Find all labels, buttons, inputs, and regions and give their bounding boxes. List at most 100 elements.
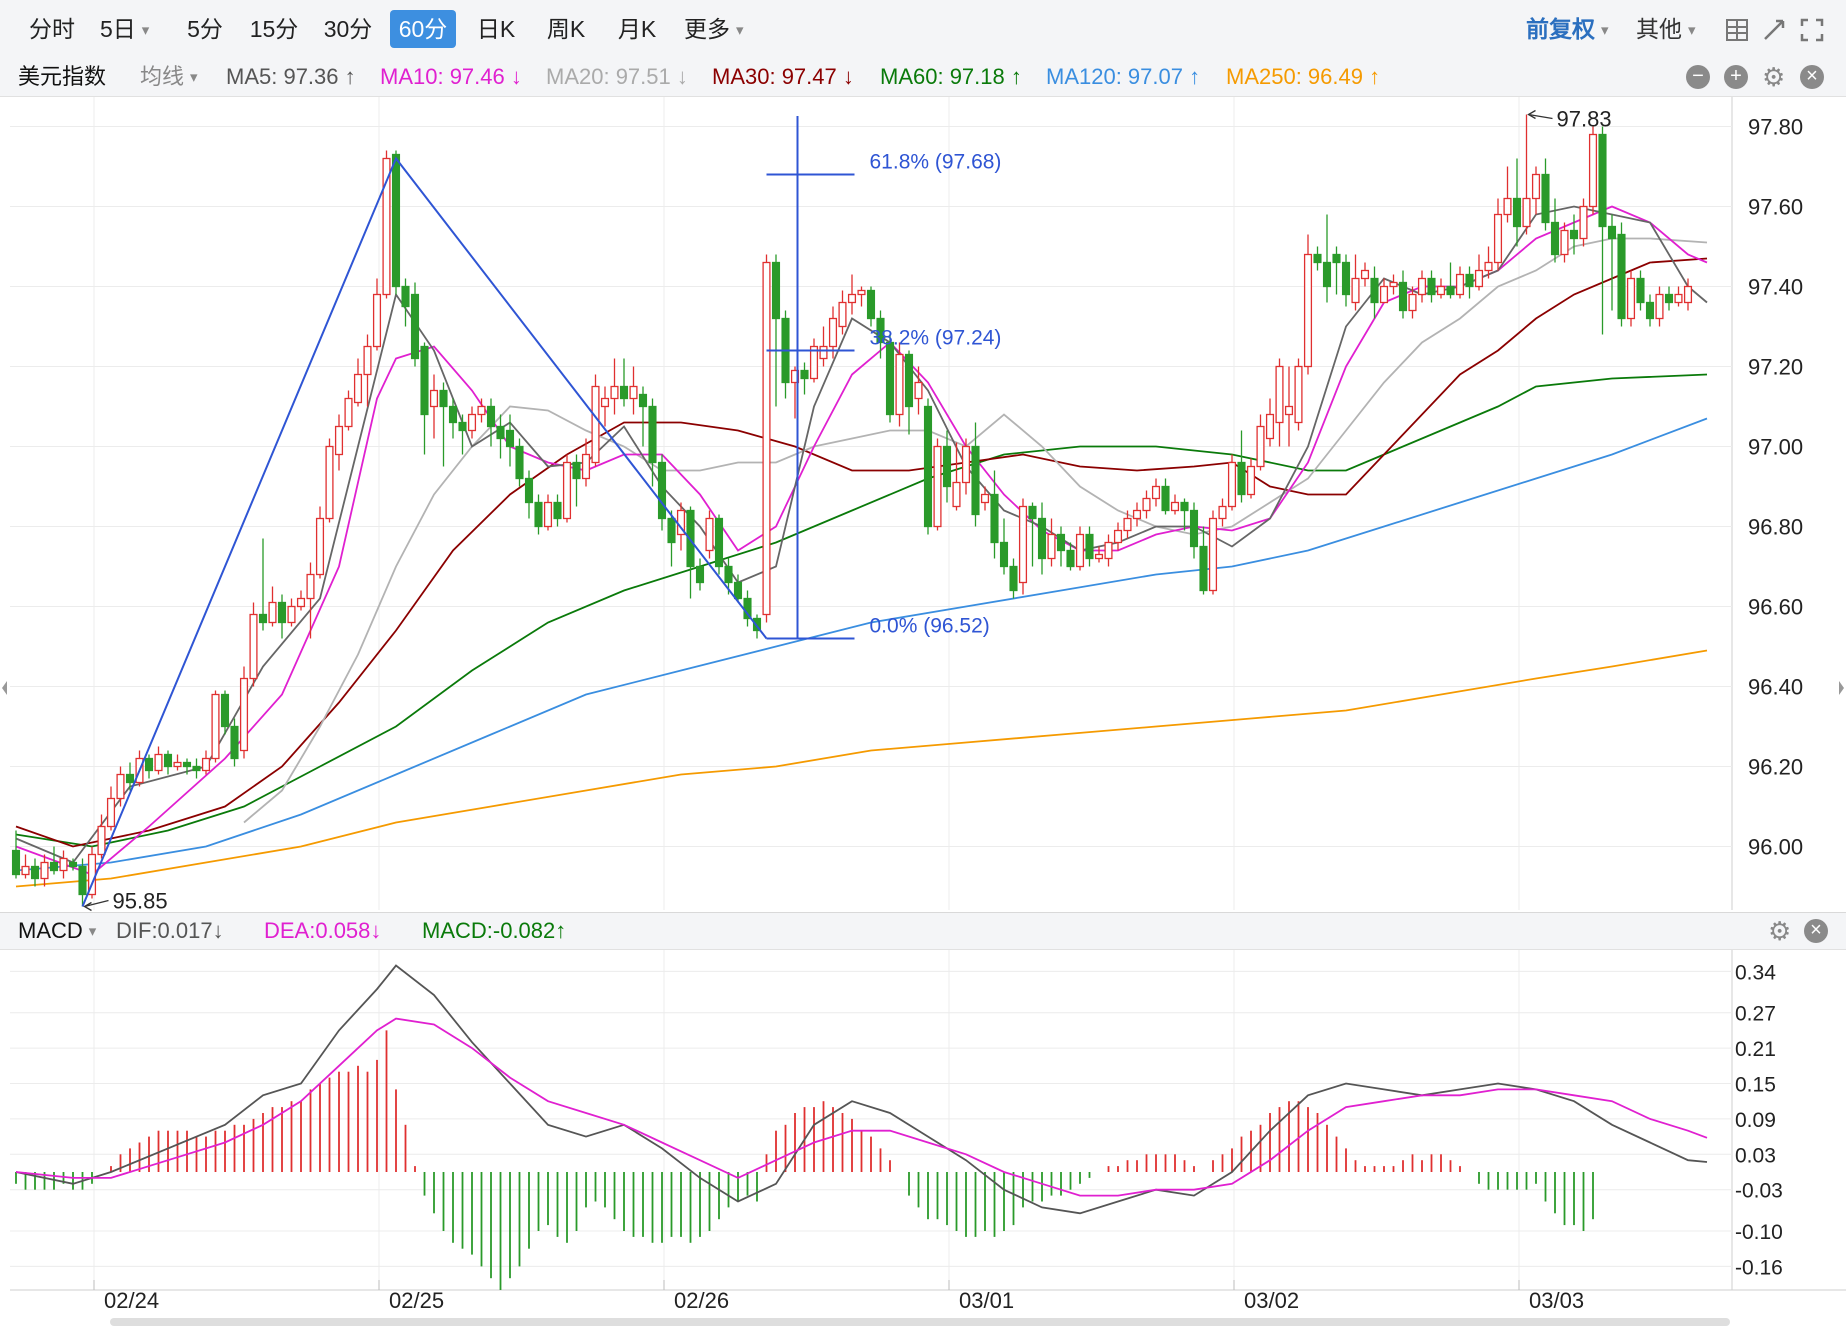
tab-daily-k[interactable]: 日K: [476, 16, 516, 42]
candle-body: [1683, 285, 1693, 304]
macd-legend-label: DIF:0.017: [116, 918, 213, 943]
macd-indicator-select[interactable]: MACD ▾: [18, 913, 96, 950]
trend-arrow-icon: ↓: [370, 918, 382, 943]
tab-intraday[interactable]: 分时: [29, 16, 75, 42]
tab-5day-label: 5日: [100, 16, 136, 42]
candle-body: [572, 461, 581, 480]
candle-body: [562, 461, 572, 520]
macd-tick-label: 0.15: [1735, 1074, 1776, 1097]
chevron-down-icon: ▾: [190, 69, 198, 87]
candle-body: [933, 445, 942, 528]
macd-close-icon[interactable]: ×: [1804, 919, 1828, 943]
candle-body: [904, 353, 914, 408]
price-tick-label: 96.80: [1748, 515, 1803, 540]
date-tick-label: 02/25: [389, 1288, 444, 1313]
candle: [344, 390, 353, 431]
tab-60min[interactable]: 60分: [390, 10, 456, 48]
candle: [1294, 358, 1303, 431]
candle-body: [1370, 277, 1379, 304]
candle: [401, 278, 410, 327]
candle: [1104, 534, 1113, 567]
adjust-dropdown[interactable]: 前复权 ▾: [1526, 10, 1609, 48]
settings-gear-icon[interactable]: ⚙: [1762, 62, 1786, 92]
tab-more-label: 更多: [684, 16, 730, 42]
candle: [1664, 286, 1674, 311]
tab-more[interactable]: 更多 ▾: [684, 10, 768, 48]
fullscreen-icon[interactable]: [1800, 18, 1824, 42]
candle-body: [116, 773, 125, 800]
candle: [743, 590, 752, 627]
ma-legend-item: MA10: 97.46 ↓: [380, 58, 522, 96]
candle-body: [876, 317, 885, 344]
candle-body: [249, 613, 258, 680]
candle-body: [914, 381, 923, 400]
trend-arrow-icon: ↑: [1362, 64, 1381, 89]
candle: [40, 854, 49, 887]
grid-layout-icon[interactable]: [1725, 18, 1749, 42]
chevron-down-icon: ▾: [141, 21, 150, 39]
candle: [629, 366, 638, 415]
candle: [258, 538, 268, 631]
candle: [714, 514, 724, 575]
candle: [591, 374, 600, 467]
candle: [1303, 234, 1313, 375]
tab-5min[interactable]: 5分: [187, 16, 223, 42]
candle-body: [1161, 485, 1170, 512]
candle-body: [1569, 229, 1579, 240]
candle: [1683, 278, 1693, 311]
other-dropdown[interactable]: 其他 ▾: [1636, 10, 1696, 48]
candle-body: [201, 757, 211, 772]
candle-body: [1465, 273, 1474, 288]
candle: [467, 406, 477, 439]
tab-30min[interactable]: 30分: [323, 16, 373, 42]
zoom-in-icon[interactable]: +: [1724, 65, 1748, 89]
candle: [1056, 526, 1066, 567]
zoom-out-icon[interactable]: −: [1686, 65, 1710, 89]
candle-body: [505, 429, 515, 448]
date-tick-label: 02/26: [674, 1288, 729, 1313]
candle-body: [895, 353, 904, 416]
timeline-scrollbar: [110, 1318, 1730, 1326]
candle-body: [382, 157, 391, 296]
tab-5day[interactable]: 5日 ▾: [100, 10, 170, 48]
candle-body: [524, 477, 534, 504]
tab-monthly-k[interactable]: 月K: [617, 16, 657, 42]
candle-body: [268, 601, 277, 624]
candle: [1408, 286, 1417, 319]
candle: [78, 858, 87, 907]
candle-body: [163, 753, 173, 768]
candle: [952, 442, 961, 511]
candle-body: [173, 761, 182, 768]
candle-body: [334, 425, 344, 456]
macd-tick-label: 0.09: [1735, 1109, 1776, 1132]
annotation-arrowhead: [1527, 109, 1536, 120]
indicator-select[interactable]: 均线 ▾: [140, 58, 198, 97]
candle-body: [1455, 273, 1465, 296]
candle: [1189, 502, 1199, 559]
ma-legend-item: MA30: 97.47 ↓: [712, 58, 854, 96]
candle-body: [401, 285, 410, 308]
candle-body: [1303, 253, 1313, 368]
candle-body: [1560, 229, 1569, 256]
draw-line-icon[interactable]: [1762, 18, 1786, 42]
candle-body: [1645, 301, 1655, 320]
candle: [895, 342, 904, 427]
tab-15min[interactable]: 15分: [249, 16, 299, 42]
candle: [1569, 214, 1579, 255]
candle-body: [182, 761, 192, 768]
candle: [1503, 166, 1512, 223]
candle-body: [1037, 517, 1047, 560]
candle: [933, 438, 942, 531]
candle-body: [30, 865, 40, 880]
candle: [534, 494, 543, 535]
candle: [1607, 214, 1617, 311]
macd-settings-gear-icon[interactable]: ⚙: [1768, 916, 1792, 946]
candle: [1341, 254, 1351, 307]
candle-body: [448, 405, 458, 424]
close-icon[interactable]: ×: [1800, 65, 1824, 89]
candle: [1208, 510, 1218, 595]
candle: [116, 766, 125, 807]
candle: [1474, 254, 1484, 291]
tab-weekly-k[interactable]: 周K: [546, 16, 586, 42]
price-tick-label: 96.20: [1748, 755, 1803, 780]
